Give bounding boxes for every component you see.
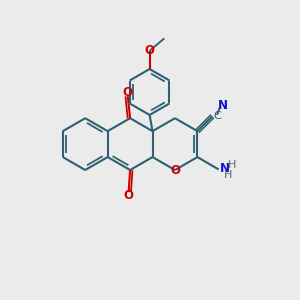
Text: N: N (220, 162, 230, 175)
Text: N: N (218, 99, 228, 112)
Text: O: O (123, 86, 133, 99)
Text: O: O (170, 164, 180, 176)
Text: C: C (213, 111, 221, 121)
Text: H: H (228, 160, 236, 170)
Text: O: O (124, 189, 134, 203)
Text: H: H (224, 170, 232, 180)
Text: O: O (145, 44, 154, 57)
